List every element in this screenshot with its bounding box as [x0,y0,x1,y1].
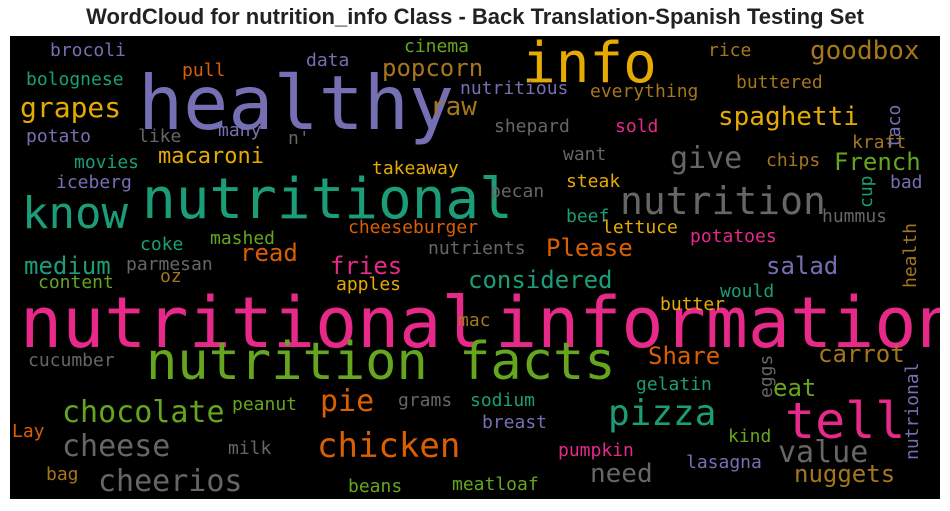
word-bad: bad [890,172,923,193]
word-grapes: grapes [20,91,122,124]
word-carrot: carrot [818,340,905,368]
word-give: give [670,141,743,176]
word-bag: bag [46,464,79,485]
word-nuggets: nuggets [794,460,896,488]
word-hummus: hummus [822,206,888,227]
word-oz: oz [160,266,182,287]
word-coke: coke [140,234,184,255]
word-potato: potato [26,126,92,147]
word-grams: grams [398,390,453,411]
word-takeaway: takeaway [372,158,459,179]
word-breast: breast [482,412,548,433]
word-sold: sold [615,116,659,137]
word-nutritious: nutritious [460,78,569,99]
word-nutrients: nutrients [428,238,526,259]
word-like: like [138,126,182,147]
word-taco: taco [884,104,905,148]
word-cheeseburger: cheeseburger [348,217,479,238]
word-parmesan: parmesan [126,254,213,275]
word-butter: butter [660,294,726,315]
word-please: Please [546,234,633,262]
word-pecan: pecan [490,181,545,202]
word-pizza: pizza [608,393,717,434]
word-goodbox: goodbox [810,36,920,66]
word-data: data [306,50,350,71]
word-buttered: buttered [736,72,823,93]
word-healthy: healthy [138,59,455,147]
word-considered: considered [468,266,613,294]
word-would: would [720,281,775,302]
word-tell: tell [785,392,906,450]
word-french: French [834,148,921,176]
word-know: know [22,188,128,239]
word-need: need [590,459,653,489]
word-shepard: shepard [494,116,570,137]
word-information: information [495,282,940,364]
word-beef: beef [566,206,610,227]
word-lasagna: lasagna [686,452,762,473]
word-kraft: kraft [852,132,907,153]
word-many: many [218,120,262,141]
word-nutrional: nutrional [902,362,923,460]
word-salad: salad [766,252,839,280]
word-iceberg: iceberg [56,172,132,193]
word-chips: chips [766,150,821,171]
word-rice: rice [708,40,752,61]
word-mac: mac [458,310,491,331]
word-peanut: peanut [232,394,298,415]
word-mashed: mashed [210,228,276,249]
word-pull: pull [182,60,226,81]
word-health: health [900,222,921,288]
word-lettuce: lettuce [602,217,678,238]
word-chicken: chicken [317,426,461,466]
word-chocolate: chocolate [62,395,225,430]
word-pumpkin: pumpkin [558,440,634,461]
word-nutrition: nutrition [620,179,826,223]
word-pie: pie [320,384,375,419]
word-medium: medium [24,252,111,280]
word-bolognese: bolognese [26,69,124,90]
word-info: info [522,36,657,96]
word-meatloaf: meatloaf [452,474,539,495]
word-sodium: sodium [470,390,536,411]
word-everything: everything [590,81,699,102]
word-eggs: eggs [756,354,777,398]
word-want: want [563,144,607,165]
word-raw: raw [430,92,477,122]
word-milk: milk [228,438,272,459]
word-cloud: nutritional information healthy nutritio… [10,36,940,499]
word-cheerios: cheerios [98,464,243,499]
word-read: read [240,239,298,267]
word-nutritional-pink: nutritional [20,282,484,364]
word-cucumber: cucumber [28,350,115,371]
word-cheese: cheese [62,429,171,464]
word-content: content [38,272,114,293]
word-nutrition-facts: nutrition facts [146,332,616,392]
word-spaghetti: spaghetti [718,102,859,132]
word-cup: cup [856,175,877,208]
word-macaroni: macaroni [158,144,264,169]
word-nutritional-teal: nutritional [142,167,513,232]
word-eat: eat [773,374,817,402]
word-lay: Lay [12,421,45,442]
word-kind: kind [728,426,772,447]
word-popcorn: popcorn [382,54,484,82]
word-cinema: cinema [404,36,470,57]
word-gelatin: gelatin [636,374,712,395]
word-n-apos: n' [288,128,310,149]
word-fries: fries [330,252,403,280]
word-apples: apples [336,274,402,295]
chart-title: WordCloud for nutrition_info Class - Bac… [86,4,864,29]
word-brocoli: brocoli [50,40,126,61]
word-value: value [778,435,869,470]
word-share: Share [648,342,721,370]
word-potatoes: potatoes [690,226,777,247]
word-steak: steak [566,171,621,192]
word-movies: movies [74,152,140,173]
word-beans: beans [348,476,403,497]
